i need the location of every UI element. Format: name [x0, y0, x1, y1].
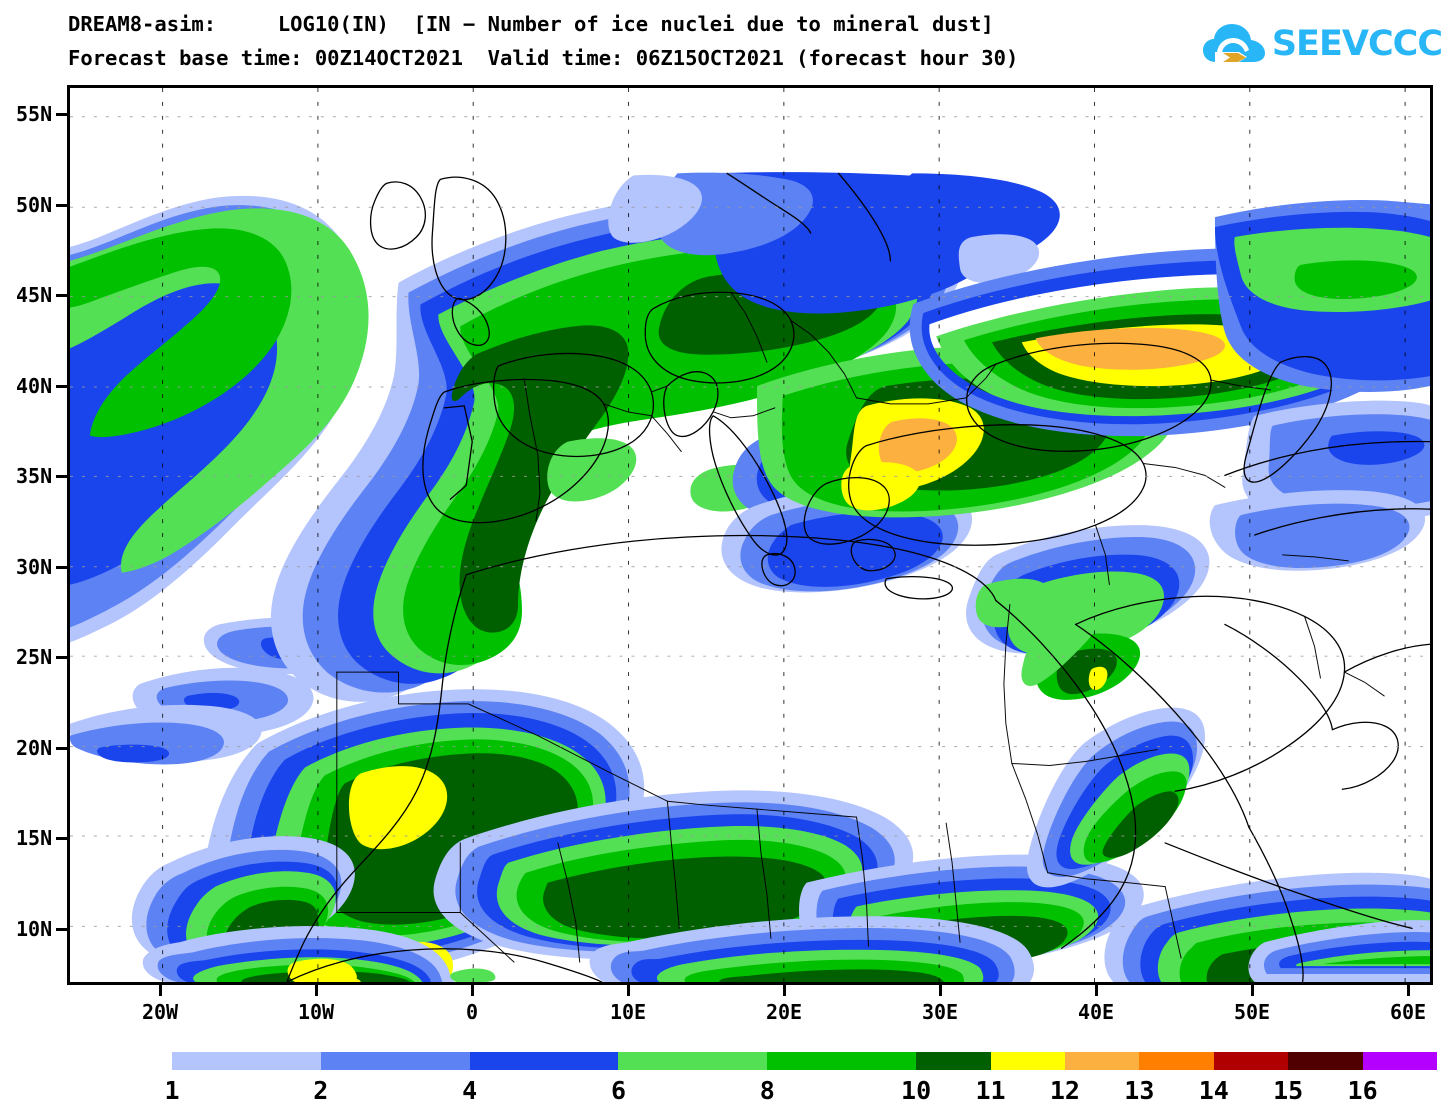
lat-label-45n: 45N	[16, 283, 53, 307]
colorbar-segment-11	[1362, 1052, 1437, 1070]
lon-tick-30e	[939, 985, 942, 996]
lat-label-20n: 20N	[16, 736, 53, 760]
colorbar-label-11: 11	[975, 1076, 1006, 1105]
lat-tick-40n	[56, 385, 68, 388]
forecast-map[interactable]	[67, 85, 1433, 985]
lat-label-30n: 30N	[16, 555, 53, 579]
colorbar-label-15: 15	[1273, 1076, 1304, 1105]
lon-label-40e: 40E	[1077, 1000, 1115, 1024]
logo-text: SEEVCCC	[1271, 23, 1443, 64]
lon-tick-20e	[783, 985, 786, 996]
colorbar-label-10: 10	[901, 1076, 932, 1105]
colorbar-label-8: 8	[759, 1076, 775, 1105]
colorbar-segment-5	[916, 1052, 991, 1070]
header-bar: DREAM8-asim: LOG10(IN) [IN − Number of i…	[0, 0, 1456, 80]
lat-tick-10n	[56, 928, 68, 931]
lon-label-0: 0	[465, 1000, 479, 1024]
lat-label-10n: 10N	[16, 917, 53, 941]
colorbar-label-1: 1	[164, 1076, 180, 1105]
colorbar-segment-1	[320, 1052, 470, 1070]
lon-tick-0	[471, 985, 474, 996]
colorbar-label-2: 2	[313, 1076, 329, 1105]
lat-tick-45n	[56, 294, 68, 297]
colorbar-segment-7	[1064, 1052, 1140, 1070]
colorbar-label-16: 16	[1347, 1076, 1378, 1105]
lat-tick-55n	[56, 113, 68, 116]
colorbar-segment-2	[469, 1052, 619, 1070]
colorbar-segment-9	[1213, 1052, 1289, 1070]
lat-tick-50n	[56, 204, 68, 207]
lat-tick-30n	[56, 566, 68, 569]
header-title-line: DREAM8-asim: LOG10(IN) [IN − Number of i…	[68, 12, 994, 36]
lon-label-20w: 20W	[141, 1000, 179, 1024]
lat-label-15n: 15N	[16, 826, 53, 850]
country-borders	[336, 292, 1385, 963]
lon-label-50e: 50E	[1233, 1000, 1271, 1024]
colorbar-segment-4	[767, 1052, 917, 1070]
colorbar-segment-8	[1139, 1052, 1214, 1070]
colorbar-segment-3	[618, 1052, 768, 1070]
colorbar-segment-0	[172, 1052, 321, 1070]
lon-tick-50e	[1251, 985, 1254, 996]
colorbar-label-6: 6	[610, 1076, 626, 1105]
lon-tick-10w	[315, 985, 318, 996]
seevccc-logo: SEEVCCC	[1202, 18, 1443, 70]
lat-tick-15n	[56, 837, 68, 840]
lat-label-25n: 25N	[16, 645, 53, 669]
lat-tick-20n	[56, 747, 68, 750]
lon-tick-20w	[159, 985, 162, 996]
lon-tick-60e	[1407, 985, 1410, 996]
cloud-arrow-icon	[1202, 21, 1265, 67]
map-canvas	[70, 88, 1430, 982]
coastlines	[286, 172, 1430, 982]
lon-label-60e: 60E	[1389, 1000, 1427, 1024]
lat-label-55n: 55N	[16, 102, 53, 126]
colorbar-segment-6	[990, 1052, 1065, 1070]
lon-tick-10e	[627, 985, 630, 996]
colorbar-legend: 1 2 4 6 8 10 11 12 13 14 15 16	[0, 1040, 1456, 1110]
lon-label-10e: 10E	[609, 1000, 647, 1024]
colorbar-label-14: 14	[1198, 1076, 1229, 1105]
lat-tick-25n	[56, 656, 68, 659]
gridlines-vertical	[162, 88, 1406, 982]
lat-label-35n: 35N	[16, 464, 53, 488]
header-time-line: Forecast base time: 00Z14OCT2021 Valid t…	[68, 46, 1019, 70]
lon-label-10w: 10W	[297, 1000, 335, 1024]
colorbar-strip	[172, 1052, 1437, 1070]
lon-tick-40e	[1095, 985, 1098, 996]
colorbar-label-12: 12	[1049, 1076, 1080, 1105]
lat-label-50n: 50N	[16, 193, 53, 217]
lat-label-40n: 40N	[16, 374, 53, 398]
lat-tick-35n	[56, 475, 68, 478]
colorbar-label-13: 13	[1124, 1076, 1155, 1105]
lon-label-20e: 20E	[765, 1000, 803, 1024]
colorbar-label-4: 4	[462, 1076, 478, 1105]
colorbar-segment-10	[1288, 1052, 1363, 1070]
lon-label-30e: 30E	[921, 1000, 959, 1024]
